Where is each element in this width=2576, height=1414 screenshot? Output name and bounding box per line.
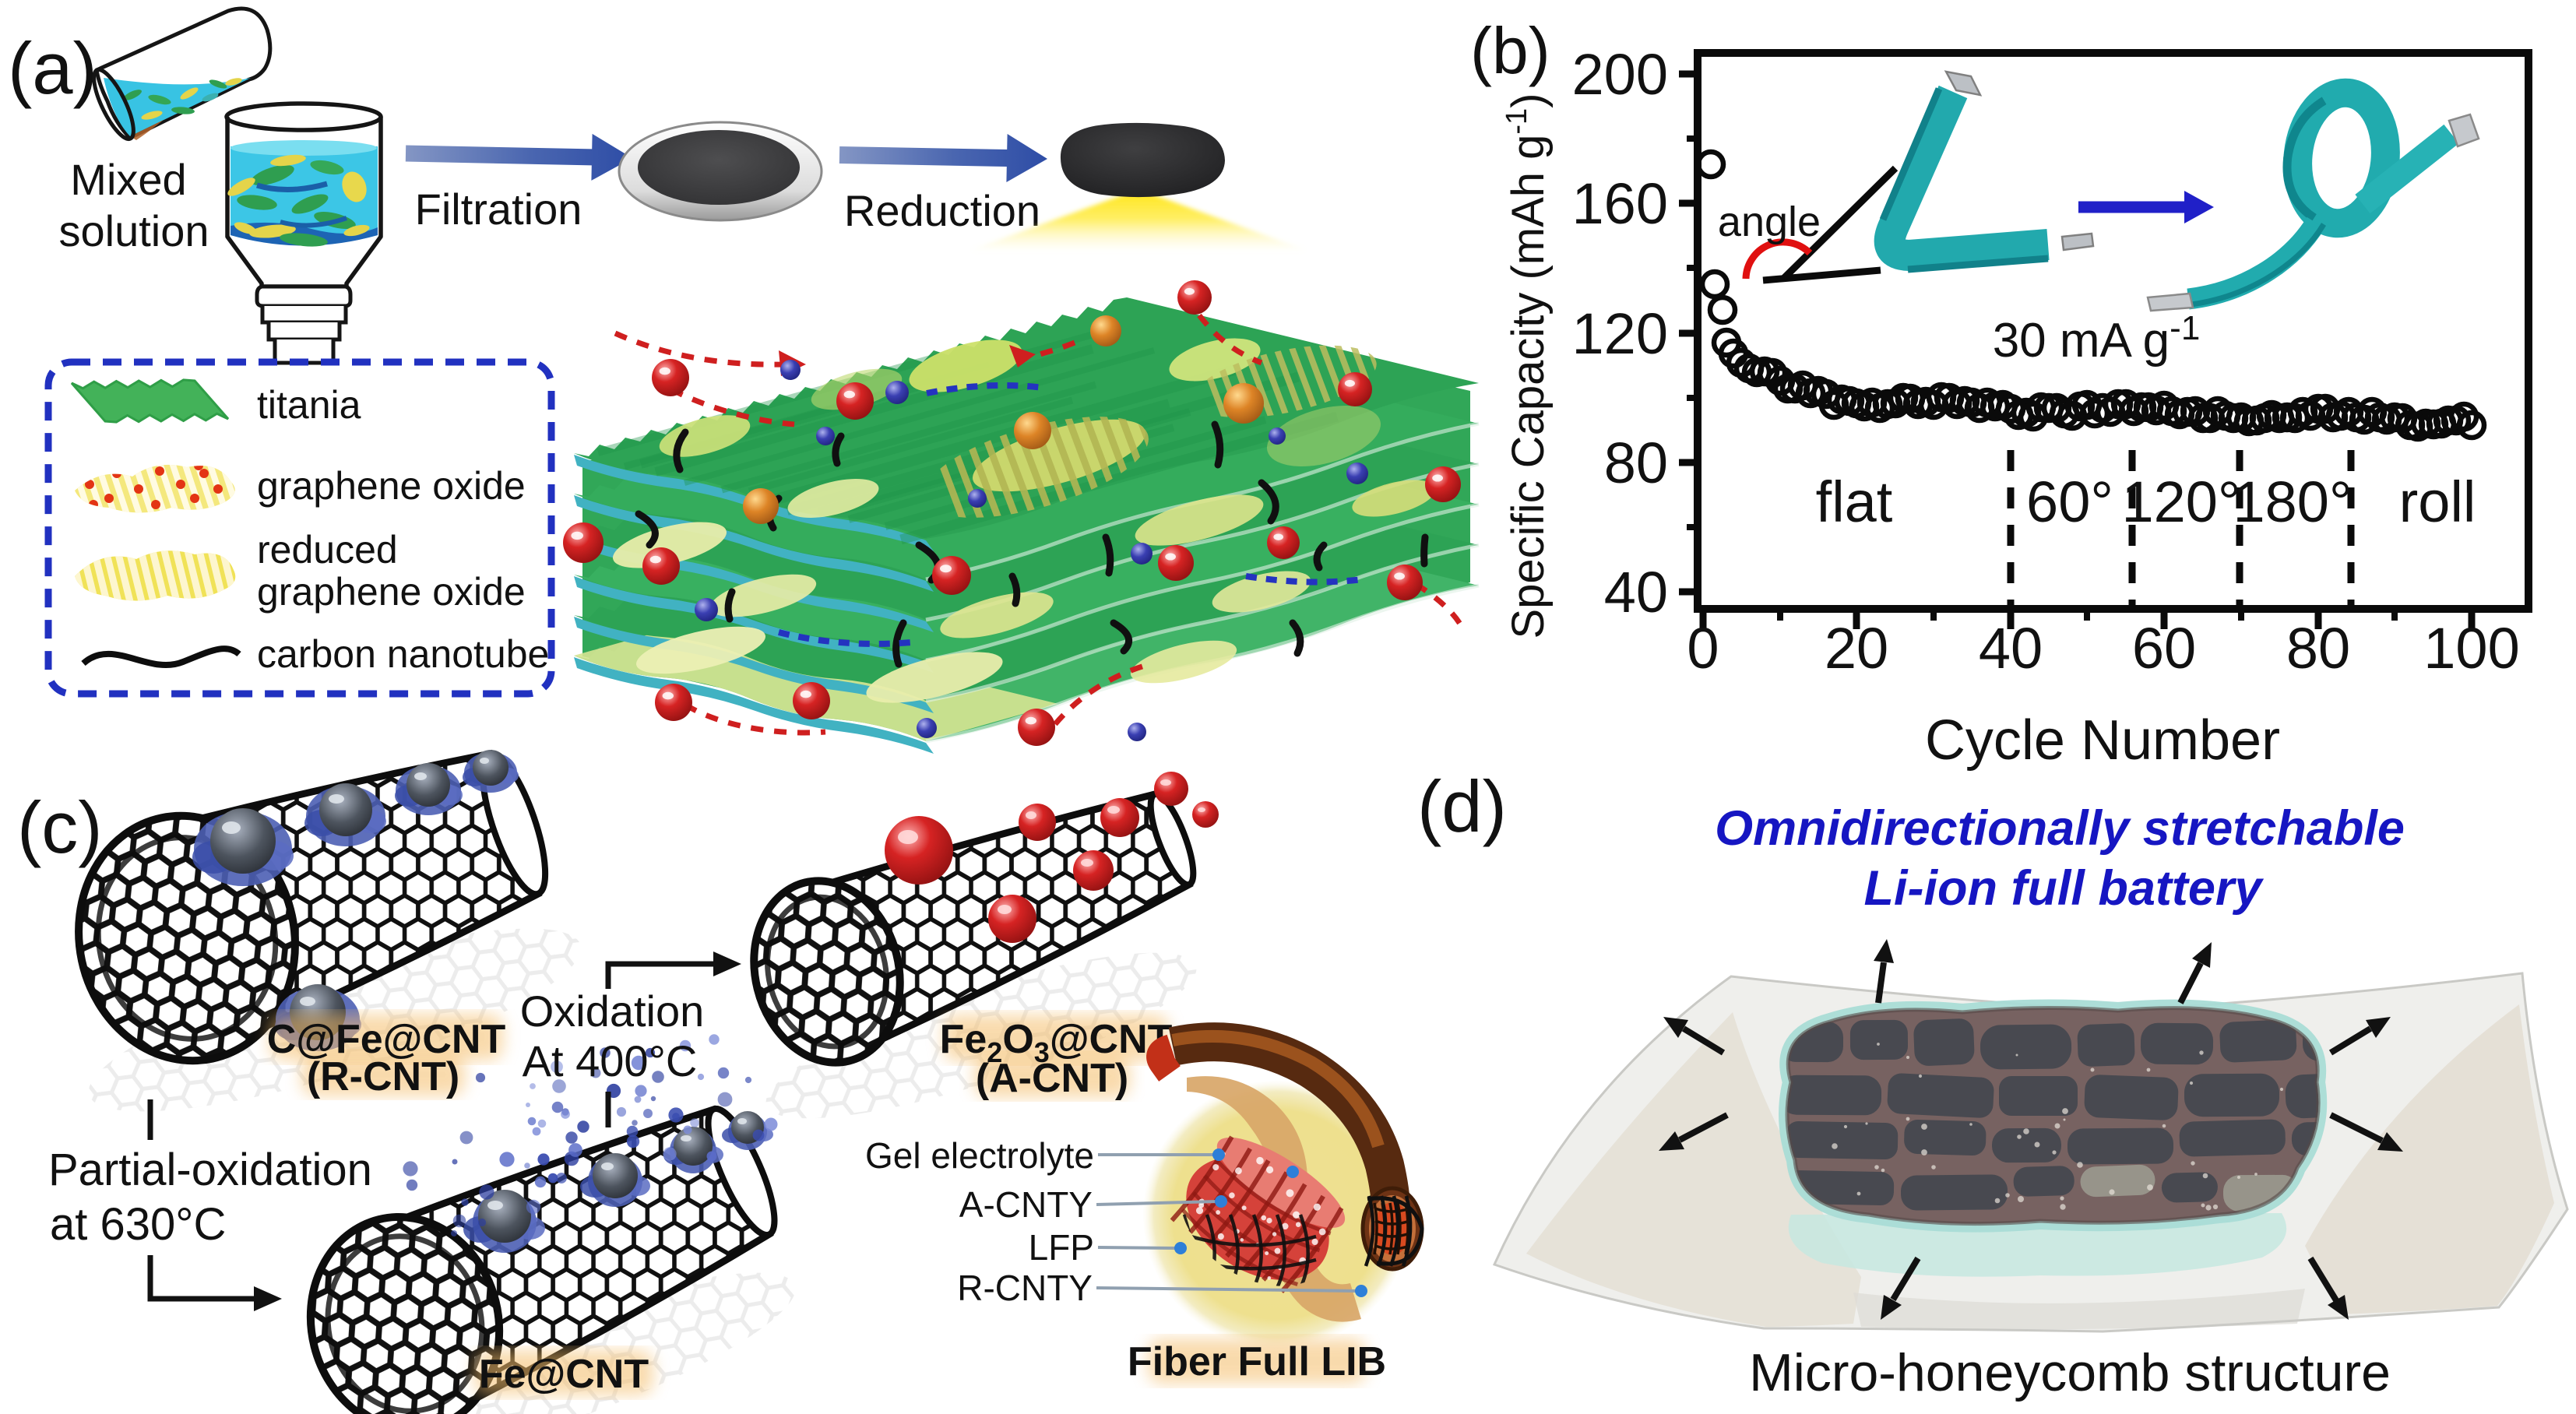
svg-text:graphene oxide: graphene oxide xyxy=(257,570,526,614)
svg-text:40: 40 xyxy=(1979,616,2043,681)
svg-text:60°: 60° xyxy=(2026,470,2113,534)
svg-text:Micro-honeycomb structure: Micro-honeycomb structure xyxy=(1749,1343,2391,1402)
svg-text:angle: angle xyxy=(1718,199,1821,245)
svg-text:Omnidirectionally stretchable: Omnidirectionally stretchable xyxy=(1715,801,2405,856)
svg-text:Specific Capacity (mAh g-1): Specific Capacity (mAh g-1) xyxy=(1501,93,1554,638)
svg-text:solution: solution xyxy=(58,206,209,255)
svg-text:(d): (d) xyxy=(1417,765,1507,847)
svg-text:LFP: LFP xyxy=(1029,1227,1094,1268)
svg-text:reduced: reduced xyxy=(257,528,398,572)
svg-text:Reduction: Reduction xyxy=(844,186,1040,235)
svg-text:0: 0 xyxy=(1687,616,1719,681)
svg-text:Fiber Full LIB: Fiber Full LIB xyxy=(1128,1339,1386,1384)
svg-text:At 400°C: At 400°C xyxy=(523,1036,698,1085)
svg-text:at 630°C: at 630°C xyxy=(50,1199,226,1250)
svg-text:Oxidation: Oxidation xyxy=(520,987,705,1036)
svg-text:flat: flat xyxy=(1816,470,1893,534)
svg-text:A-CNTY: A-CNTY xyxy=(959,1184,1093,1225)
svg-text:120°: 120° xyxy=(2121,470,2240,534)
svg-text:carbon nanotube: carbon nanotube xyxy=(257,632,549,676)
svg-text:40: 40 xyxy=(1604,560,1668,624)
svg-text:160: 160 xyxy=(1572,171,1668,236)
svg-text:(A-CNT): (A-CNT) xyxy=(976,1056,1128,1101)
svg-text:(b): (b) xyxy=(1470,14,1550,87)
svg-text:200: 200 xyxy=(1572,42,1668,107)
svg-text:Fe2O3@CNT: Fe2O3@CNT xyxy=(940,1017,1173,1068)
svg-text:C@Fe@CNT: C@Fe@CNT xyxy=(267,1017,506,1062)
svg-text:R-CNTY: R-CNTY xyxy=(957,1268,1093,1308)
svg-text:Mixed: Mixed xyxy=(70,155,186,204)
svg-text:120: 120 xyxy=(1572,301,1668,366)
svg-text:Li-ion full battery: Li-ion full battery xyxy=(1864,861,2265,916)
svg-text:titania: titania xyxy=(257,383,361,427)
svg-text:80: 80 xyxy=(2286,616,2350,681)
svg-text:(a): (a) xyxy=(8,27,97,109)
svg-text:80: 80 xyxy=(1604,431,1668,495)
svg-text:Filtration: Filtration xyxy=(415,185,582,234)
svg-text:Partial-oxidation: Partial-oxidation xyxy=(48,1145,372,1195)
svg-text:graphene oxide: graphene oxide xyxy=(257,464,526,508)
svg-text:60: 60 xyxy=(2132,616,2196,681)
svg-text:100: 100 xyxy=(2423,616,2519,681)
svg-text:roll: roll xyxy=(2399,470,2476,534)
svg-text:30 mA g-1: 30 mA g-1 xyxy=(1993,309,2201,368)
svg-text:(c): (c) xyxy=(17,786,103,868)
svg-text:Fe@CNT: Fe@CNT xyxy=(479,1352,649,1397)
svg-text:(R-CNT): (R-CNT) xyxy=(307,1054,459,1099)
svg-text:20: 20 xyxy=(1825,616,1888,681)
svg-text:180°: 180° xyxy=(2233,470,2352,534)
svg-text:Gel electrolyte: Gel electrolyte xyxy=(865,1135,1094,1176)
svg-text:Cycle Number: Cycle Number xyxy=(1925,709,2280,772)
